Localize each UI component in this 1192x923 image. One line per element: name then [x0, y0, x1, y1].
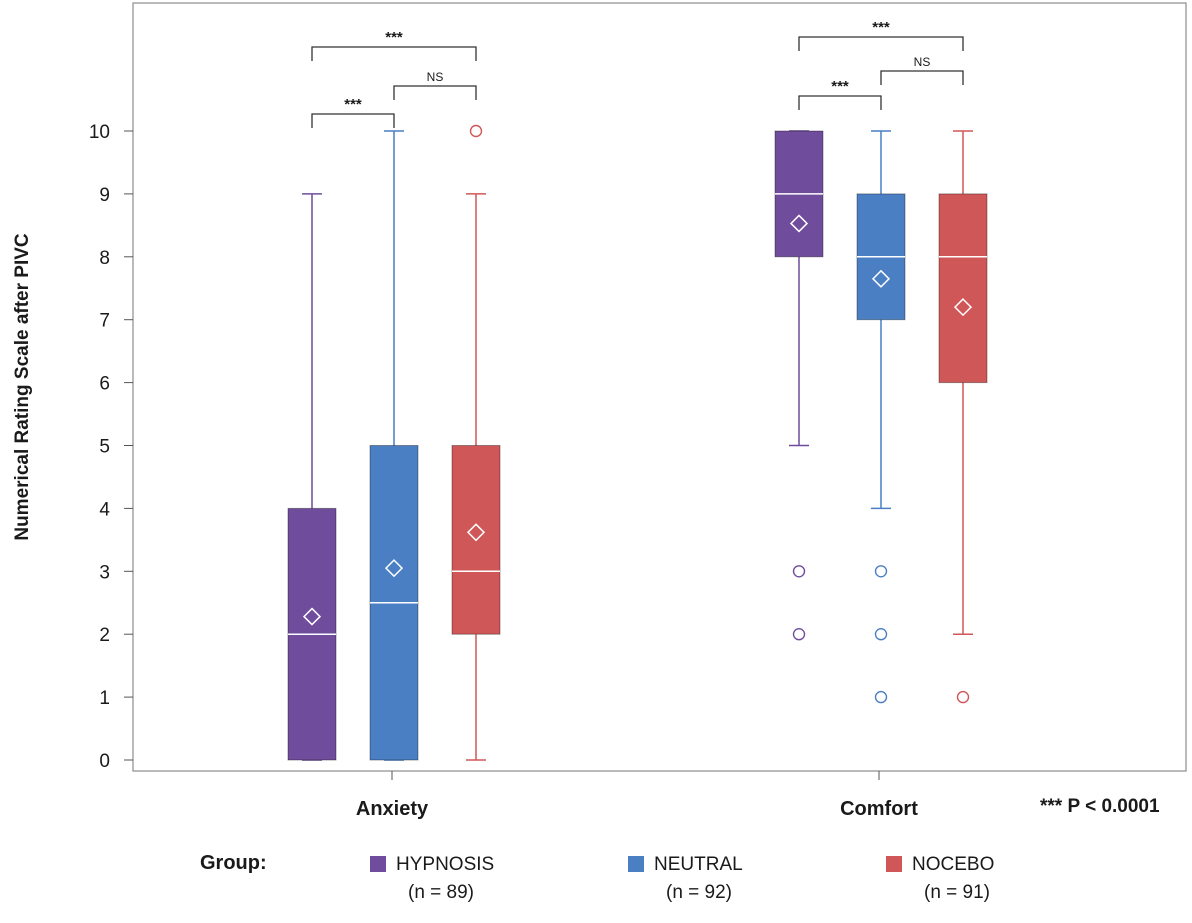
legend-label-nocebo: NOCEBO: [912, 854, 995, 875]
bracket-anxiety-hypnosis-neutral: [311, 113, 395, 128]
legend: Group: HYPNOSIS (n = 89) NEUTRAL (n = 92…: [0, 840, 1192, 920]
mean-marker-hypnosis-anxiety: [302, 607, 322, 626]
bracket-anxiety-hypnosis-nocebo-label: ***: [385, 29, 403, 46]
y-tick-label-3: 3: [99, 562, 110, 583]
legend-title: Group:: [200, 852, 267, 874]
box-hypnosis-comfort: [774, 130, 824, 641]
legend-count-hypnosis: (n = 89): [408, 882, 475, 903]
y-tick-label-6: 6: [99, 374, 110, 395]
y-tick-label-7: 7: [99, 311, 110, 332]
y-tick-label-5: 5: [99, 437, 110, 458]
legend-swatch-hypnosis: [370, 856, 386, 872]
outlier-neutral-comfort-0: [874, 565, 888, 578]
outlier-nocebo-anxiety-0: [469, 124, 483, 138]
outlier-neutral-comfort-2: [874, 690, 888, 704]
legend-label-hypnosis: HYPNOSIS: [396, 854, 495, 875]
y-tick-label-1: 1: [99, 688, 110, 709]
bracket-comfort-hypnosis-neutral: [798, 95, 882, 110]
y-tick-label-2: 2: [99, 625, 110, 646]
y-tick-label-10: 10: [89, 122, 110, 143]
bracket-comfort-neutral-nocebo: [880, 70, 964, 85]
significance-brackets: *** NS *** *** NS ***: [311, 19, 964, 128]
y-axis-label: Numerical Rating Scale after PIVC: [12, 233, 33, 541]
y-axis: 0 1 2 3 4 5 6 7 8 9 10: [89, 122, 133, 772]
box-plot-chart: 0 1 2 3 4 5 6 7 8 9 10 Anxiety Comfort *** NS *** *** N…: [12, 2, 1187, 820]
mean-marker-nocebo-anxiety: [466, 523, 486, 542]
legend-label-neutral: NEUTRAL: [654, 854, 743, 875]
plot-frame: [132, 2, 1187, 772]
legend-swatch-nocebo: [886, 856, 902, 872]
bracket-comfort-neutral-nocebo-label: NS: [914, 55, 931, 69]
bracket-anxiety-hypnosis-neutral-label: ***: [344, 96, 362, 113]
bracket-anxiety-neutral-nocebo-label: NS: [427, 70, 444, 84]
outlier-hypnosis-comfort-0: [792, 565, 806, 578]
box-neutral-comfort: [856, 130, 906, 704]
outlier-hypnosis-comfort-1: [792, 628, 806, 641]
bracket-anxiety-hypnosis-nocebo: [311, 46, 477, 61]
outlier-nocebo-comfort-0: [956, 690, 970, 704]
y-tick-label-0: 0: [99, 751, 110, 772]
outlier-neutral-comfort-1: [874, 628, 888, 641]
box-body-nocebo-comfort: [938, 193, 988, 384]
legend-count-nocebo: (n = 91): [924, 882, 991, 903]
mean-marker-hypnosis-comfort: [789, 214, 809, 233]
legend-swatch-neutral: [628, 856, 644, 872]
y-tick-label-8: 8: [99, 248, 110, 269]
bracket-comfort-hypnosis-neutral-label: ***: [831, 78, 849, 95]
significance-note: *** P < 0.0001: [1040, 796, 1160, 817]
bracket-comfort-hypnosis-nocebo: [798, 36, 964, 51]
box-hypnosis-anxiety: [287, 193, 337, 761]
legend-count-neutral: (n = 92): [666, 882, 733, 903]
box-neutral-anxiety: [369, 130, 419, 761]
mean-marker-neutral-anxiety: [384, 559, 404, 578]
x-tick-label-comfort: Comfort: [840, 798, 918, 820]
x-tick-label-anxiety: Anxiety: [356, 798, 429, 820]
x-axis: Anxiety Comfort: [356, 771, 918, 820]
y-tick-label-4: 4: [99, 499, 110, 520]
y-tick-label-9: 9: [99, 185, 110, 206]
box-series: [287, 124, 988, 761]
bracket-anxiety-neutral-nocebo: [393, 85, 477, 100]
mean-marker-neutral-comfort: [871, 269, 891, 288]
box-nocebo-anxiety: [451, 124, 501, 761]
bracket-comfort-hypnosis-nocebo-label: ***: [872, 19, 890, 36]
box-nocebo-comfort: [938, 130, 988, 704]
mean-marker-nocebo-comfort: [953, 298, 973, 317]
